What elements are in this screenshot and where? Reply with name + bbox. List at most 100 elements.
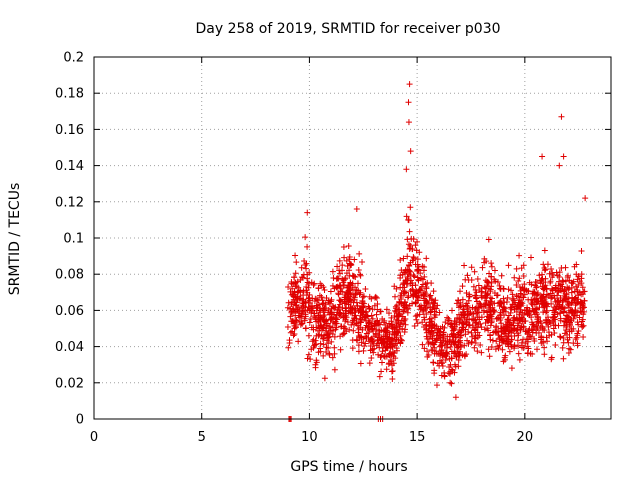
data-point <box>422 297 429 304</box>
data-point <box>323 325 330 332</box>
data-point <box>510 322 517 329</box>
data-point <box>383 366 390 373</box>
data-point <box>556 333 563 340</box>
data-point <box>548 266 555 273</box>
data-point <box>363 309 370 316</box>
data-point-outlier <box>406 81 413 88</box>
data-point <box>427 309 434 316</box>
data-point <box>392 293 398 300</box>
data-point <box>304 243 311 250</box>
data-point <box>500 338 507 345</box>
data-point <box>554 298 561 305</box>
data-point <box>526 332 533 339</box>
data-point <box>464 272 471 279</box>
data-point <box>563 291 570 298</box>
data-point <box>402 276 409 283</box>
data-point <box>347 290 354 297</box>
data-point <box>508 336 515 343</box>
data-point <box>437 337 444 344</box>
y-axis-title: SRMTID / TECUs <box>7 183 23 296</box>
data-point <box>562 278 569 285</box>
data-point <box>446 370 453 377</box>
data-point <box>444 351 451 358</box>
data-point <box>352 274 359 281</box>
data-point <box>359 326 366 333</box>
data-point <box>560 335 567 342</box>
data-point <box>401 304 408 311</box>
data-point <box>454 314 461 321</box>
data-point <box>513 265 520 272</box>
data-point <box>321 319 328 326</box>
data-point <box>510 295 517 302</box>
data-point <box>421 314 428 321</box>
data-point <box>292 280 299 287</box>
data-point <box>353 299 360 306</box>
data-point <box>514 326 521 333</box>
data-point <box>341 254 348 261</box>
data-point <box>441 324 448 331</box>
data-point <box>355 329 362 336</box>
data-point <box>313 341 320 348</box>
data-point <box>440 331 447 338</box>
data-point <box>336 270 343 277</box>
data-point <box>461 262 468 269</box>
data-point <box>511 274 518 281</box>
data-point <box>378 337 385 344</box>
data-point <box>457 316 464 323</box>
data-point <box>478 349 485 356</box>
data-point <box>471 305 478 312</box>
data-point <box>383 306 390 313</box>
data-point-outlier <box>403 166 410 173</box>
data-point <box>284 323 291 330</box>
data-point <box>474 276 481 283</box>
data-point <box>455 311 462 318</box>
data-point <box>470 283 477 290</box>
data-point <box>326 311 333 318</box>
data-point <box>547 320 554 327</box>
data-point <box>436 362 443 369</box>
data-point <box>452 323 459 330</box>
data-point <box>315 285 322 292</box>
data-point <box>359 299 366 306</box>
data-point <box>386 360 393 367</box>
data-point <box>516 356 523 363</box>
x-tick-label: 20 <box>517 430 534 445</box>
data-point <box>336 257 343 264</box>
data-point <box>525 296 532 303</box>
data-point <box>410 272 417 279</box>
data-point <box>461 353 468 360</box>
data-point <box>562 286 569 293</box>
y-tick-label: 0.2 <box>63 51 84 66</box>
data-point <box>304 355 311 362</box>
data-point <box>433 336 440 343</box>
data-point <box>340 330 347 337</box>
data-point <box>529 329 536 336</box>
data-point <box>298 264 305 271</box>
data-point <box>463 290 470 297</box>
data-point <box>358 334 365 341</box>
data-point <box>287 329 294 336</box>
data-point <box>432 312 439 319</box>
data-point <box>320 335 327 342</box>
data-point <box>472 316 479 323</box>
data-point <box>414 320 421 327</box>
data-point <box>469 333 476 340</box>
data-point <box>355 348 362 355</box>
data-point <box>308 346 315 353</box>
data-point <box>425 351 432 358</box>
data-point <box>579 318 586 325</box>
data-point <box>340 279 347 286</box>
data-point <box>335 275 342 282</box>
data-point <box>377 354 384 361</box>
data-point <box>526 312 533 319</box>
data-point <box>486 302 493 309</box>
data-point <box>311 310 318 317</box>
data-point <box>576 314 583 321</box>
data-point <box>286 340 293 347</box>
data-point <box>436 328 443 335</box>
data-point <box>331 285 338 292</box>
data-point <box>346 260 353 267</box>
data-point <box>316 307 323 314</box>
data-point <box>468 264 475 271</box>
data-point <box>310 281 317 288</box>
